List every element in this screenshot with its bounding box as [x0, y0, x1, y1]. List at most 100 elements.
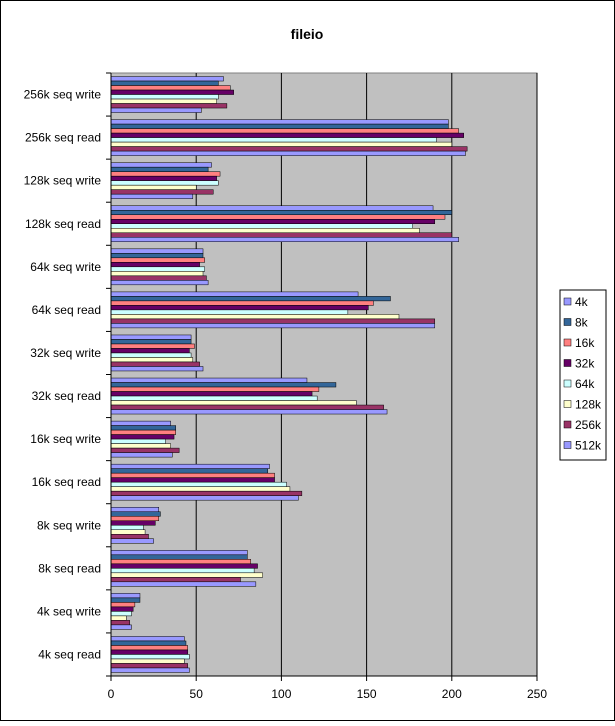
bar-16k-seq-write-16k: [110, 429, 177, 435]
bar-64k-seq-write-8k: [110, 253, 204, 259]
legend-swatch-128k: [563, 400, 572, 408]
bar-16k-seq-write-32k: [110, 434, 175, 440]
legend-swatch-256k: [563, 420, 572, 429]
bar-256k-seq-write-64k: [110, 94, 219, 100]
bar-32k-seq-write-64k: [110, 352, 192, 358]
bar-64k-seq-read-128k: [110, 314, 400, 320]
legend-label-16k: 16k: [575, 336, 595, 350]
bar-32k-seq-write-256k: [110, 361, 200, 367]
bar-group-64k-seq-write: [110, 248, 209, 286]
bar-64k-seq-write-4k: [110, 248, 204, 254]
bar-32k-seq-read-8k: [110, 382, 337, 388]
bar-16k-seq-write-512k: [110, 452, 173, 458]
bar-64k-seq-write-128k: [110, 271, 204, 277]
bar-256k-seq-read-128k: [110, 141, 453, 147]
bar-128k-seq-write-16k: [110, 171, 221, 177]
legend-swatch-4k: [563, 297, 572, 306]
bar-8k-seq-write-512k: [110, 538, 154, 544]
bar-128k-seq-write-64k: [110, 180, 219, 186]
bar-32k-seq-read-128k: [110, 400, 357, 406]
bar-group-4k-seq-read: [110, 636, 190, 673]
bar-16k-seq-write-128k: [110, 443, 171, 449]
bar-256k-seq-write-512k: [110, 107, 202, 113]
bar-256k-seq-write-256k: [110, 103, 228, 109]
bar-64k-seq-write-32k: [110, 262, 200, 268]
bar-256k-seq-read-4k: [110, 119, 449, 125]
legend-item-4k: 4k: [563, 295, 589, 309]
bar-32k-seq-write-16k: [110, 343, 195, 349]
axes: [106, 72, 538, 681]
bar-8k-seq-write-128k: [110, 529, 146, 535]
category-label-16k-seq-write: 16k seq write: [30, 432, 101, 446]
legend-label-128k: 128k: [575, 398, 602, 412]
bar-128k-seq-write-32k: [110, 175, 217, 181]
bar-128k-seq-write-512k: [110, 193, 194, 199]
bar-128k-seq-write-128k: [110, 184, 197, 190]
bar-128k-seq-read-512k: [110, 237, 459, 242]
bar-group-256k-seq-read: [110, 119, 468, 156]
bar-256k-seq-write-32k: [110, 89, 234, 95]
bar-4k-seq-write-256k: [110, 620, 130, 626]
bar-64k-seq-read-256k: [110, 318, 436, 324]
bar-4k-seq-read-256k: [110, 663, 188, 669]
category-label-16k-seq-read: 16k seq read: [32, 475, 101, 489]
bar-8k-seq-read-32k: [110, 563, 258, 569]
x-tick-label-150: 150: [357, 687, 377, 701]
bar-4k-seq-write-64k: [110, 611, 132, 617]
category-label-8k-seq-read: 8k seq read: [38, 561, 101, 575]
legend-item-32k: 32k: [563, 357, 595, 371]
bar-8k-seq-read-512k: [110, 581, 257, 587]
bar-32k-seq-read-64k: [110, 395, 318, 401]
category-label-256k-seq-read: 256k seq read: [25, 131, 101, 145]
bar-group-32k-seq-write: [110, 334, 204, 372]
bar-16k-seq-read-64k: [110, 481, 287, 487]
bar-4k-seq-write-512k: [110, 624, 132, 630]
bar-128k-seq-write-256k: [110, 189, 214, 195]
category-label-64k-seq-read: 64k seq read: [32, 303, 101, 317]
bar-group-256k-seq-write: [110, 76, 234, 113]
legend-label-32k: 32k: [575, 357, 595, 371]
bar-128k-seq-read-64k: [110, 223, 413, 229]
bar-256k-seq-read-16k: [110, 128, 459, 134]
legend-item-8k: 8k: [563, 316, 589, 330]
bar-group-128k-seq-write: [110, 162, 221, 199]
legend-label-512k: 512k: [575, 439, 602, 453]
bar-256k-seq-read-512k: [110, 150, 466, 156]
bar-16k-seq-write-8k: [110, 425, 177, 431]
bar-128k-seq-write-4k: [110, 162, 212, 168]
y-axis-category-labels: 256k seq write 256k seq read 128k seq writ…: [24, 88, 102, 662]
bar-group-8k-seq-read: [110, 550, 263, 587]
bar-32k-seq-write-512k: [110, 366, 204, 372]
bar-8k-seq-write-32k: [110, 520, 156, 526]
bar-64k-seq-write-512k: [110, 280, 209, 286]
category-label-4k-seq-read: 4k seq read: [38, 647, 101, 661]
bar-64k-seq-read-64k: [110, 309, 349, 315]
bar-256k-seq-write-128k: [110, 98, 217, 104]
legend-swatch-16k: [563, 338, 572, 347]
bar-256k-seq-write-16k: [110, 85, 231, 91]
bar-256k-seq-write-4k: [110, 76, 224, 82]
bar-4k-seq-read-64k: [110, 654, 190, 660]
bar-32k-seq-read-512k: [110, 409, 388, 415]
bar-256k-seq-write-8k: [110, 80, 219, 86]
legend-swatch-512k: [563, 441, 572, 449]
legend-label-8k: 8k: [575, 316, 589, 330]
bar-8k-seq-read-128k: [110, 572, 263, 578]
bar-128k-seq-read-16k: [110, 214, 446, 220]
bar-4k-seq-read-4k: [110, 636, 185, 642]
bar-128k-seq-read-32k: [110, 219, 436, 224]
bar-256k-seq-read-32k: [110, 132, 464, 138]
bar-group-64k-seq-read: [110, 291, 436, 329]
legend-item-64k: 64k: [563, 377, 595, 391]
bar-32k-seq-write-32k: [110, 348, 190, 354]
legend-swatch-32k: [563, 359, 572, 367]
bar-8k-seq-write-4k: [110, 507, 159, 512]
bar-256k-seq-read-256k: [110, 146, 468, 152]
bar-4k-seq-write-8k: [110, 597, 141, 603]
bar-64k-seq-read-32k: [110, 305, 369, 311]
bar-16k-seq-read-4k: [110, 463, 270, 469]
bar-16k-seq-read-32k: [110, 477, 275, 483]
bar-128k-seq-read-8k: [110, 210, 453, 215]
category-label-128k-seq-write: 128k seq write: [24, 174, 102, 188]
